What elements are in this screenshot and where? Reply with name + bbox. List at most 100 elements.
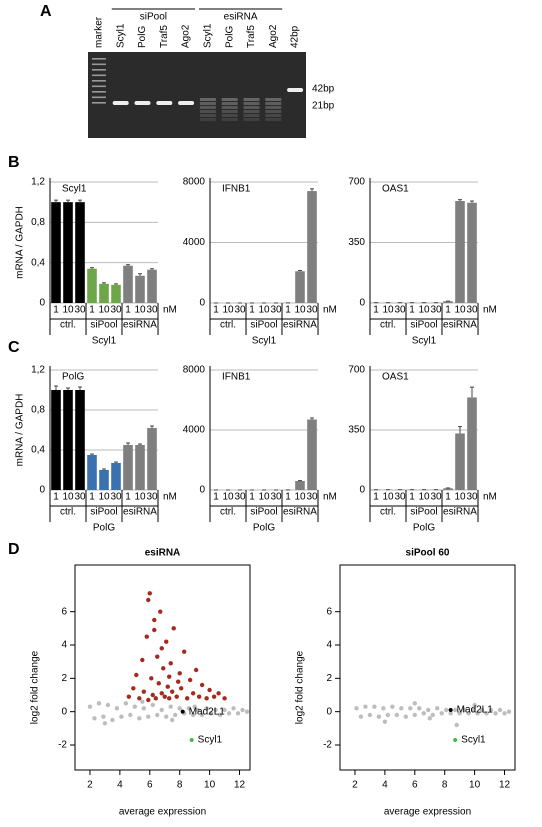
bar [147, 428, 157, 490]
point [475, 711, 480, 716]
point [390, 704, 395, 709]
point [150, 702, 155, 708]
point [165, 684, 170, 689]
point [131, 686, 136, 691]
point [207, 687, 212, 693]
smear [243, 110, 260, 113]
y-tick-label: 6 [326, 606, 332, 617]
x-tick-label: 1 [125, 492, 131, 503]
smear [199, 98, 216, 101]
x-tick-label: 10 [294, 305, 306, 316]
point [155, 654, 160, 659]
x-tick-label: 1 [213, 492, 219, 503]
smear [265, 106, 282, 109]
point-label: Mad2L1 [189, 706, 226, 717]
x-tick-label: 30 [306, 305, 318, 316]
x-tick-label: 10 [258, 305, 270, 316]
x-tick-label: 30 [430, 305, 442, 316]
x-tick-label: 10 [222, 492, 234, 503]
x-tick-label: 10 [62, 305, 74, 316]
x-tick-label: 4 [117, 780, 123, 791]
point [408, 706, 413, 711]
x-tick-label: 30 [110, 305, 122, 316]
highlight-point [453, 738, 458, 742]
group-label: esiRNA [123, 507, 157, 518]
chart-title: IFNB1 [222, 184, 251, 195]
point [235, 711, 241, 716]
point [152, 627, 157, 633]
point [132, 704, 138, 709]
bar [123, 445, 133, 490]
point [119, 714, 124, 719]
x-tick-label: 10 [418, 492, 430, 503]
point [244, 709, 250, 714]
bar [295, 481, 305, 490]
point [161, 666, 166, 671]
size-label: 42bp [312, 84, 335, 95]
x-tick-label: 1 [285, 305, 291, 316]
x-tick-label: 30 [234, 492, 246, 503]
panel-label: D [8, 541, 20, 558]
smear [199, 118, 216, 121]
group-label: esiRNA [283, 320, 317, 331]
x-tick-label: 6 [412, 780, 418, 791]
y-tick-label: 700 [348, 177, 365, 188]
y-tick-label: 2 [61, 673, 67, 684]
point [177, 671, 182, 676]
bar [111, 284, 121, 303]
bar [467, 397, 477, 490]
smear [243, 114, 260, 117]
point [506, 709, 512, 714]
panel-label: A [40, 3, 52, 20]
y-tick-label: 0 [199, 485, 205, 496]
group-label: esiRNA [443, 507, 477, 518]
point [385, 712, 391, 718]
y-axis-label: log2 fold change [30, 650, 41, 724]
x-tick-label: 10 [382, 305, 394, 316]
point [195, 707, 200, 713]
x-tick-label: 10 [454, 492, 466, 503]
point [168, 661, 173, 666]
point [164, 639, 169, 644]
point [168, 704, 173, 709]
point-label: Mad2L1 [457, 705, 494, 716]
point [196, 694, 202, 699]
x-tick-label: 30 [146, 305, 158, 316]
point [171, 626, 176, 631]
ladder-band [91, 63, 106, 66]
x-tick-label: 30 [74, 492, 86, 503]
smear [243, 102, 260, 105]
x-tick-label: 12 [234, 780, 246, 791]
point [137, 716, 142, 721]
point [181, 649, 187, 654]
point [146, 714, 151, 719]
y-tick-label: 1,2 [31, 177, 45, 188]
x-tick-label: 1 [445, 305, 451, 316]
bar [99, 470, 109, 490]
x-tick-label: 30 [74, 305, 86, 316]
point [426, 707, 431, 713]
point [399, 706, 404, 711]
x-tick-label: 8 [177, 780, 183, 791]
chart-title: Scyl1 [62, 184, 87, 195]
y-axis-label: mRNA / GAPDH [15, 394, 26, 467]
y-tick-label: 4 [61, 640, 67, 651]
y-tick-label: 4 [326, 640, 332, 651]
smear [265, 102, 282, 105]
bar [307, 419, 317, 490]
point [92, 716, 97, 721]
x-tick-label: 10 [134, 492, 146, 503]
point [226, 711, 232, 716]
point [147, 591, 152, 596]
x-tick-label: 30 [430, 492, 442, 503]
point [187, 677, 193, 683]
point [382, 719, 388, 724]
point [170, 689, 175, 694]
y-axis-label: mRNA / GAPDH [15, 206, 26, 279]
group-label: esiRNA [224, 12, 258, 23]
x-tick-label: 30 [234, 305, 246, 316]
y-tick-label: 4000 [183, 425, 206, 436]
x-tick-label: 1 [373, 305, 379, 316]
x-axis-label: Scyl1 [252, 336, 277, 347]
point [126, 694, 132, 699]
